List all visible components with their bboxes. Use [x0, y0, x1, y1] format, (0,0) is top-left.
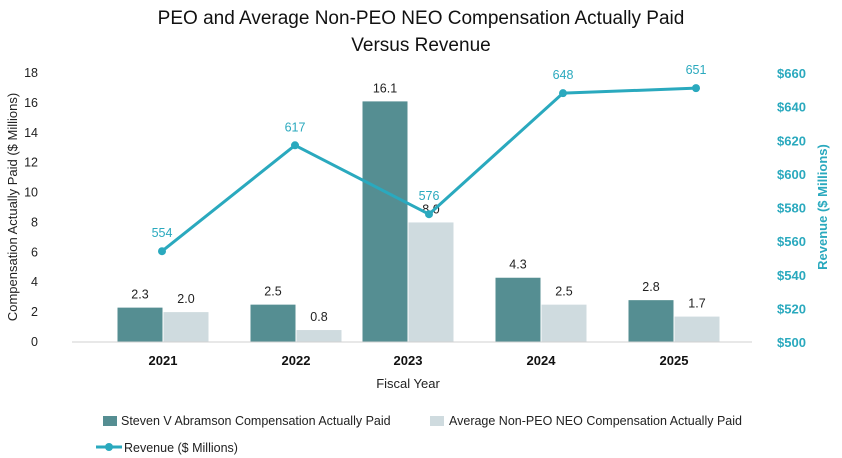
bar-label-neo: 1.7 [688, 297, 705, 311]
bar-label-peo: 4.3 [509, 258, 526, 272]
chart-subtitle: Versus Revenue [351, 35, 490, 56]
y-tick-label: 2 [31, 305, 38, 319]
y-tick-label: 10 [24, 186, 38, 200]
x-axis-ticks: 2021 2022 2023 2024 2025 [149, 353, 689, 368]
x-tick-label: 2021 [149, 353, 178, 368]
bar-label-peo: 2.8 [642, 280, 659, 294]
revenue-point-label: 617 [285, 120, 306, 134]
x-tick-label: 2025 [660, 353, 689, 368]
bars [117, 101, 720, 343]
revenue-point-label: 648 [553, 68, 574, 82]
x-tick-label: 2022 [282, 353, 311, 368]
bar-neo [408, 222, 454, 342]
revenue-point-label: 554 [152, 226, 173, 240]
revenue-point [291, 141, 299, 150]
y2-tick-label: $660 [777, 66, 806, 81]
x-tick-label: 2024 [527, 353, 557, 368]
y-tick-label: 14 [24, 126, 38, 140]
y2-axis-label: Revenue ($ Millions) [815, 144, 830, 270]
y-tick-label: 6 [31, 245, 38, 259]
left-axis-ticks: 0 2 4 6 8 10 12 14 16 18 [24, 66, 38, 349]
y-tick-label: 8 [31, 215, 38, 229]
y2-tick-label: $620 [777, 133, 806, 148]
bar-label-neo: 0.8 [310, 310, 327, 324]
revenue-point-label: 576 [419, 189, 440, 203]
bar-label-peo: 2.3 [131, 288, 148, 302]
legend-label-neo: Average Non-PEO NEO Compensation Actuall… [449, 414, 742, 428]
y-tick-label: 0 [31, 335, 38, 349]
bar-label-neo: 2.0 [177, 292, 194, 306]
y2-tick-label: $580 [777, 201, 806, 216]
legend-label-revenue: Revenue ($ Millions) [124, 441, 238, 455]
bar-neo [674, 316, 720, 342]
y-axis-label: Compensation Actually Paid ($ Millions) [5, 93, 20, 321]
bar-peo [495, 277, 541, 342]
revenue-point [559, 89, 567, 98]
revenue-line-series: 554 617 576 648 651 [152, 63, 707, 256]
y2-tick-label: $640 [777, 100, 806, 115]
x-tick-label: 2023 [394, 353, 423, 368]
y-tick-label: 18 [24, 66, 38, 80]
legend-swatch-revenue-marker [105, 443, 113, 451]
revenue-point [692, 84, 700, 93]
legend-swatch-peo [103, 416, 117, 426]
bar-peo [362, 101, 408, 343]
right-axis-ticks: $500 $520 $540 $560 $580 $600 $620 $640 $660 [777, 66, 806, 350]
legend: Steven V Abramson Compensation Actually … [96, 414, 742, 455]
y-tick-label: 4 [31, 275, 38, 289]
x-axis-label: Fiscal Year [376, 376, 440, 391]
y2-tick-label: $540 [777, 268, 806, 283]
y-tick-label: 12 [24, 156, 38, 170]
bar-peo [117, 307, 163, 342]
legend-item-revenue[interactable]: Revenue ($ Millions) [96, 441, 238, 455]
revenue-point-label: 651 [686, 63, 707, 77]
bar-label-peo: 16.1 [373, 81, 397, 95]
bar-neo [541, 304, 587, 342]
bar-neo [163, 312, 209, 342]
y2-tick-label: $520 [777, 301, 806, 316]
y-tick-label: 16 [24, 96, 38, 110]
legend-swatch-neo [430, 416, 444, 426]
revenue-point [158, 247, 166, 256]
revenue-point [425, 210, 433, 219]
bar-label-neo: 2.5 [555, 285, 572, 299]
legend-label-peo: Steven V Abramson Compensation Actually … [121, 414, 391, 428]
chart-title: PEO and Average Non-PEO NEO Compensation… [158, 8, 685, 29]
legend-item-peo[interactable]: Steven V Abramson Compensation Actually … [103, 414, 391, 428]
bar-peo [250, 304, 296, 342]
y2-tick-label: $560 [777, 234, 806, 249]
bar-label-peo: 2.5 [264, 285, 281, 299]
y2-tick-label: $600 [777, 167, 806, 182]
legend-item-neo[interactable]: Average Non-PEO NEO Compensation Actuall… [430, 414, 742, 428]
bar-peo [628, 300, 674, 342]
bar-neo [296, 330, 342, 342]
y2-tick-label: $500 [777, 335, 806, 350]
